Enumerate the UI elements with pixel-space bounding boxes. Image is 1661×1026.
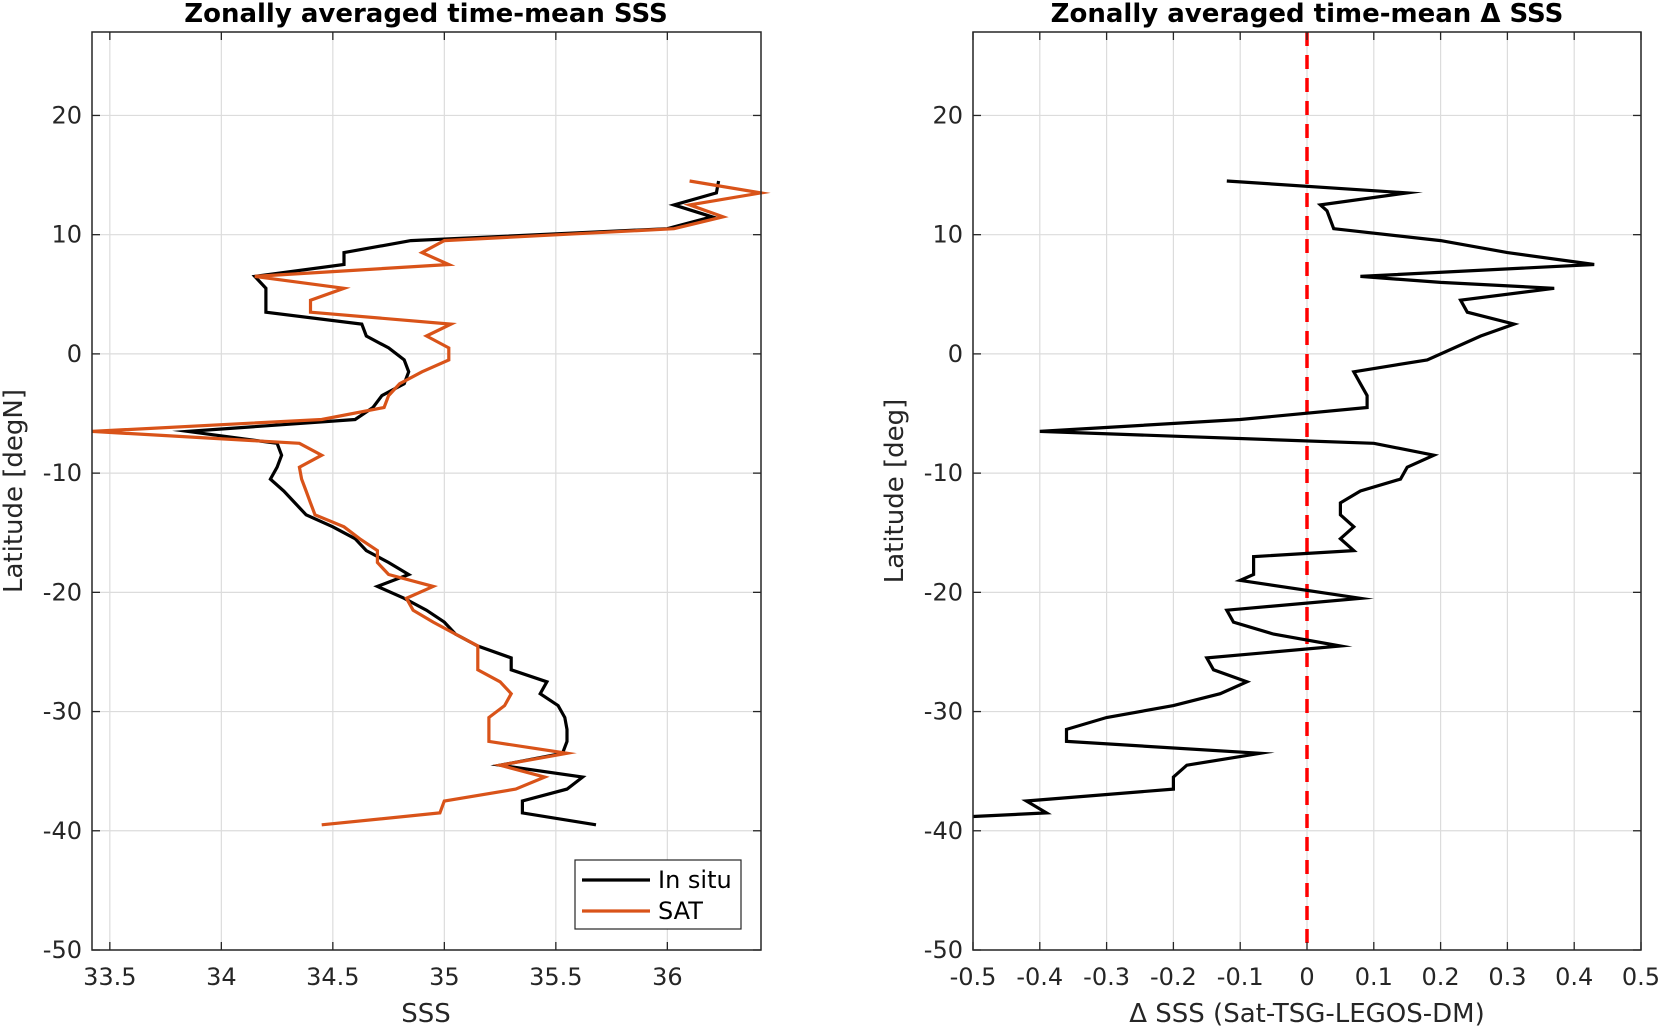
- series-line-delta-0: [972, 179, 1595, 819]
- y-tick-label: -40: [43, 817, 82, 845]
- legend-label-in-situ: In situ: [658, 866, 732, 894]
- delta-sss-panel: -0.5 -0.4 -0.3 -0.2 -0.1 0 0.1 0.2 0.3 0.4 0.5 -50 -…: [880, 0, 1660, 1026]
- y-tick-label: 20: [932, 101, 963, 129]
- data-lines: [972, 179, 1595, 819]
- x-tick-label: 35: [429, 963, 460, 991]
- x-tick-label: -0.1: [1217, 963, 1264, 991]
- x-tick-label: -0.5: [950, 963, 997, 991]
- legend-box: [574, 859, 742, 930]
- legend-label-sat: SAT: [658, 897, 703, 925]
- y-axis-label: Latitude [deg]: [880, 399, 910, 584]
- y-tick-label: -10: [43, 459, 82, 487]
- x-tick-label: 0.2: [1422, 963, 1460, 991]
- grid-lines: [92, 32, 761, 951]
- y-tick-label: -50: [924, 936, 963, 964]
- sss-panel: 33.5 34 34.5 35 35.5 36 -50 -40 -30 -20 -10 0 10 20 Z…: [0, 0, 771, 1026]
- x-axis-label: SSS: [401, 999, 451, 1026]
- plot-area-frame: [91, 31, 762, 951]
- y-tick-label: 0: [67, 340, 82, 368]
- x-tick-label: 0.4: [1555, 963, 1593, 991]
- tick-labels: 33.5 34 34.5 35 35.5 36 -50 -40 -30 -20 -10 0 10 20: [43, 101, 683, 991]
- x-tick-label: 0: [1299, 963, 1314, 991]
- x-tick-label: 35.5: [529, 963, 582, 991]
- data-lines: [91, 179, 771, 827]
- y-tick-label: -30: [43, 698, 82, 726]
- x-axis-label: Δ SSS (Sat-TSG-LEGOS-DM): [1129, 999, 1485, 1026]
- y-tick-label: -20: [43, 578, 82, 606]
- x-tick-label: 34: [206, 963, 237, 991]
- x-tick-label: -0.3: [1083, 963, 1130, 991]
- y-tick-label: -20: [924, 578, 963, 606]
- y-tick-label: -10: [924, 459, 963, 487]
- y-tick-label: -50: [43, 936, 82, 964]
- tick-marks: [972, 32, 1642, 951]
- y-tick-label: 10: [51, 221, 82, 249]
- y-tick-label: 0: [948, 340, 963, 368]
- series-line-sat: [91, 179, 771, 827]
- x-tick-label: 0.5: [1622, 963, 1660, 991]
- y-axis-label: Latitude [degN]: [0, 389, 29, 593]
- chart-title: Zonally averaged time-mean Δ SSS: [1051, 0, 1564, 29]
- x-tick-label: 33.5: [83, 963, 136, 991]
- x-tick-label: 34.5: [306, 963, 359, 991]
- tick-marks: [92, 32, 761, 951]
- y-tick-label: 20: [51, 101, 82, 129]
- x-tick-label: -0.2: [1150, 963, 1197, 991]
- x-tick-label: 0.1: [1355, 963, 1393, 991]
- tick-labels: -0.5 -0.4 -0.3 -0.2 -0.1 0 0.1 0.2 0.3 0.4 0.5 -50 -…: [924, 101, 1660, 991]
- x-tick-label: -0.4: [1016, 963, 1063, 991]
- chart-title: Zonally averaged time-mean SSS: [184, 0, 668, 29]
- series-line-in-situ: [172, 180, 721, 827]
- y-tick-label: 10: [932, 221, 963, 249]
- x-tick-label: 0.3: [1488, 963, 1526, 991]
- y-tick-label: -40: [924, 817, 963, 845]
- plot-area-background: [92, 32, 761, 950]
- y-tick-label: -30: [924, 698, 963, 726]
- legend: In situ SAT: [574, 859, 742, 930]
- x-tick-label: 36: [652, 963, 683, 991]
